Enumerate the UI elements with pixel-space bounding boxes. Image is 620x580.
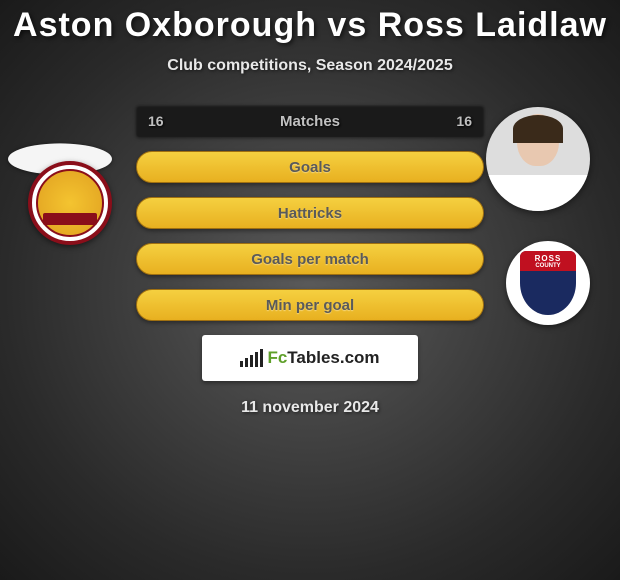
stat-row-matches: 16 Matches 16: [136, 105, 484, 137]
stat-label: Matches: [280, 113, 340, 130]
club-right-label: ROSS: [520, 254, 576, 263]
comparison-panel: ROSS COUNTY 16 Matches 16 Goals Hattricks Goa…: [0, 105, 620, 417]
stat-row-hattricks: Hattricks: [136, 197, 484, 229]
stat-left-value: 16: [148, 113, 164, 129]
player-right-avatar: [486, 107, 590, 211]
stat-row-min-per-goal: Min per goal: [136, 289, 484, 321]
watermark-text: FcTables.com: [267, 348, 379, 368]
stat-label: Goals per match: [251, 251, 369, 268]
page-title: Aston Oxborough vs Ross Laidlaw: [0, 0, 620, 45]
club-right-crest: ROSS COUNTY: [506, 241, 590, 325]
stat-rows: 16 Matches 16 Goals Hattricks Goals per match…: [136, 105, 484, 321]
stat-label: Min per goal: [266, 297, 354, 314]
stat-label: Goals: [289, 159, 331, 176]
stat-right-value: 16: [456, 113, 472, 129]
date-label: 11 november 2024: [0, 399, 620, 417]
watermark: FcTables.com: [202, 335, 418, 381]
stat-row-goals-per-match: Goals per match: [136, 243, 484, 275]
subtitle: Club competitions, Season 2024/2025: [0, 57, 620, 75]
watermark-icon: [240, 349, 263, 367]
stat-label: Hattricks: [278, 205, 342, 222]
club-left-crest: [28, 161, 112, 245]
stat-row-goals: Goals: [136, 151, 484, 183]
club-right-sublabel: COUNTY: [520, 263, 576, 269]
